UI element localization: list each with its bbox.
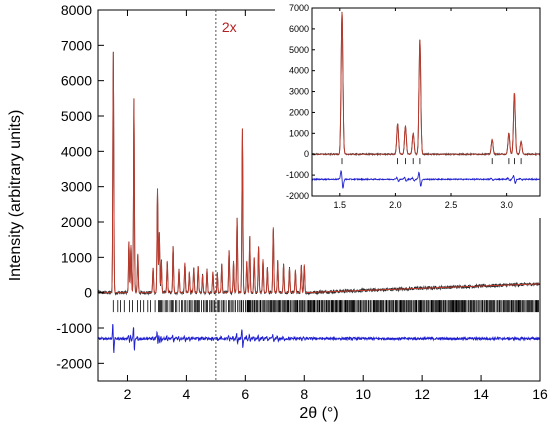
y-tick-label: -2000 [286,191,309,201]
difference-curve-line [312,169,540,189]
x-tick-label: 3.0 [500,200,513,210]
x-tick-label: 8 [300,386,308,402]
y-tick-label: 2000 [289,107,309,117]
y-tick-label: 3000 [61,179,92,195]
y-tick-label: 0 [304,149,309,159]
x-tick-label: 10 [355,386,371,402]
reflection-markers [341,158,522,165]
inset-background [275,6,543,218]
y-tick-label: -2000 [56,355,92,371]
y-tick-label: 1000 [289,128,309,138]
y-tick-label: 8000 [61,2,92,18]
main-plot: 2 4 6 8 10 12 14 16 -2000 -1000 0 1000 2000 3000 4000 5… [7,2,548,422]
inset-plot-frame [311,7,541,197]
y-tick-label: 2000 [61,214,92,230]
difference-curve-line [98,323,540,354]
y-tick-label: 3000 [289,87,309,97]
inset-plot: 1.5 2.0 2.5 3.0 -2000 -1000 0 1000 2000 3000 4000 5… [275,3,543,218]
y-tick-label: 7000 [289,3,309,13]
x-tick-label: 2 [124,386,132,402]
y-tick-label: 5000 [61,108,92,124]
y-tick-label: -1000 [56,320,92,336]
x-tick-label: 14 [473,386,489,402]
x-tick-label: 12 [414,386,430,402]
x-tick-label: 2.5 [445,200,458,210]
y-tick-label: 5000 [289,45,309,55]
y-tick-label: 4000 [289,66,309,76]
y-tick-label: 6000 [289,24,309,34]
y-tick-label: -1000 [286,170,309,180]
y-axis-title: Intensity (arbitrary units) [7,110,24,282]
scale-change-annotation: 2x [222,19,237,35]
y-tick-label: 6000 [61,73,92,89]
y-tick-label: 4000 [61,143,92,159]
reflection-markers [112,300,539,313]
y-tick-label: 1000 [61,249,92,265]
x-tick-label: 16 [532,386,548,402]
x-tick-label: 2.0 [389,200,402,210]
x-axis-title: 2θ (°) [299,405,338,422]
x-tick-label: 4 [183,386,191,402]
y-tick-label: 7000 [61,37,92,53]
y-tick-label: 0 [84,285,92,301]
calculated-pattern-line [98,52,540,294]
calculated-pattern-line [312,12,540,155]
x-tick-label: 1.5 [334,200,347,210]
x-tick-label: 6 [241,386,249,402]
